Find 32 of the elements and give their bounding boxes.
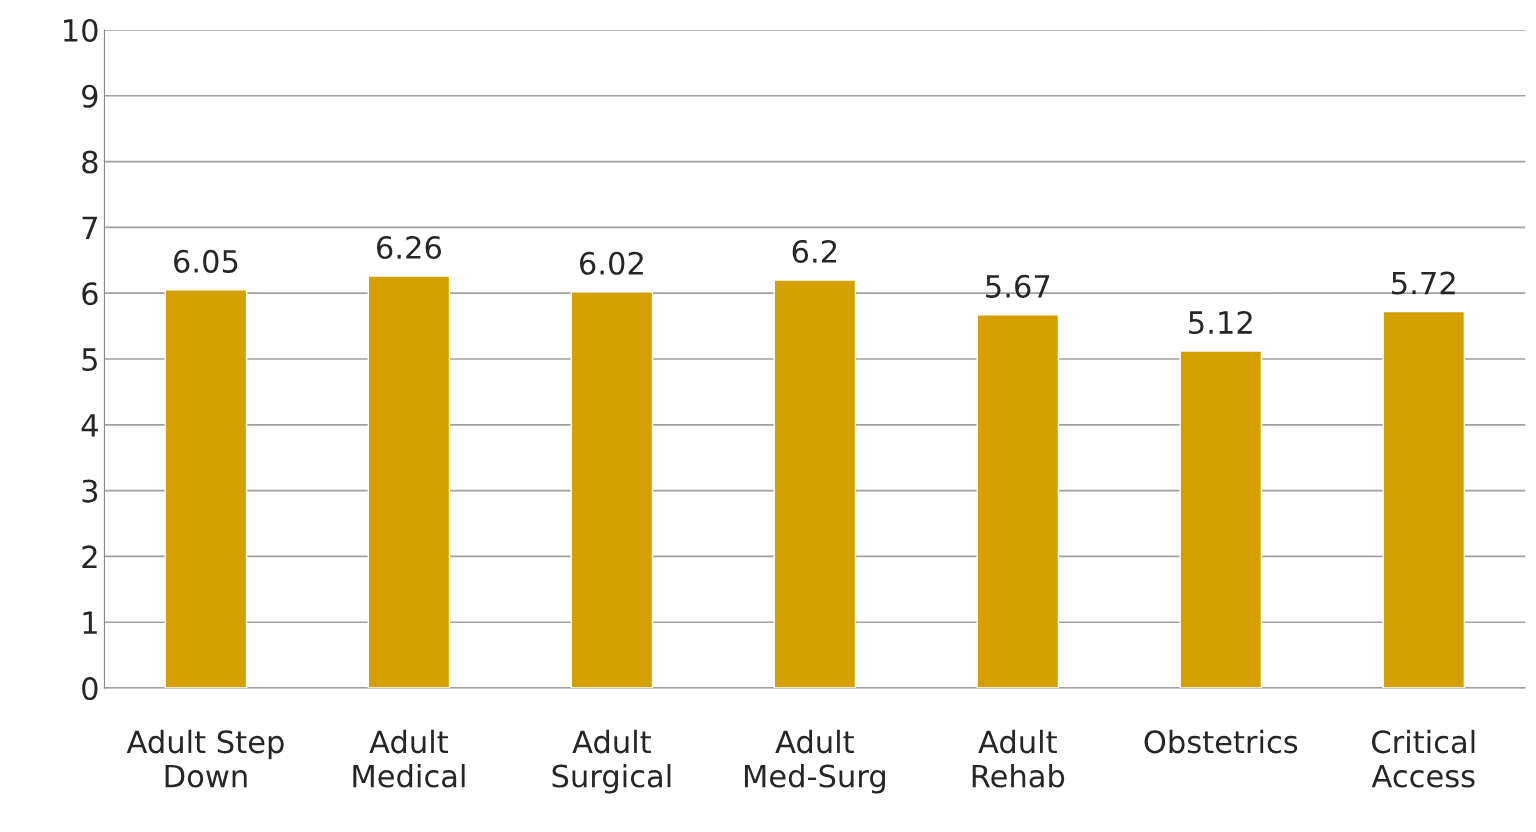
y-tick-label: 1 [83, 611, 97, 634]
x-tick-label: Adult Medical [353, 729, 465, 788]
data-label: 5.12 [1189, 310, 1252, 335]
y-tick-label: 0 [82, 676, 98, 701]
y-tick-label: 6 [82, 282, 98, 306]
x-tick-label: Critical Access [1371, 729, 1475, 788]
data-label: 6.2 [792, 239, 837, 263]
data-label: 5.67 [986, 274, 1050, 298]
data-label: 6.26 [377, 235, 441, 260]
bar [773, 279, 857, 689]
bar [164, 289, 248, 689]
y-tick-label: 5 [82, 348, 97, 372]
y-tick-label: 10 [64, 18, 98, 42]
x-tick-label: Adult Step Down [126, 729, 284, 788]
bar [570, 291, 654, 689]
x-tick-label: Adult Rehab [972, 729, 1065, 788]
data-label: 5.72 [1392, 271, 1455, 295]
x-tick-label: Adult Surgical [552, 729, 671, 794]
x-tick-label: Adult Med-Surg [744, 729, 885, 794]
y-tick-label: 4 [81, 414, 98, 437]
y-tick-label: 2 [82, 545, 97, 569]
bar [976, 314, 1060, 689]
data-label: 6.02 [579, 251, 643, 275]
y-tick-label: 8 [82, 150, 98, 174]
data-label: 6.05 [174, 249, 238, 273]
bar [1382, 310, 1466, 689]
bar [1179, 350, 1263, 689]
bar [367, 275, 451, 689]
y-tick-label: 3 [82, 479, 98, 503]
y-tick-label: 9 [82, 84, 98, 108]
x-tick-label: Obstetrics [1144, 729, 1298, 754]
y-tick-label: 7 [82, 216, 97, 239]
